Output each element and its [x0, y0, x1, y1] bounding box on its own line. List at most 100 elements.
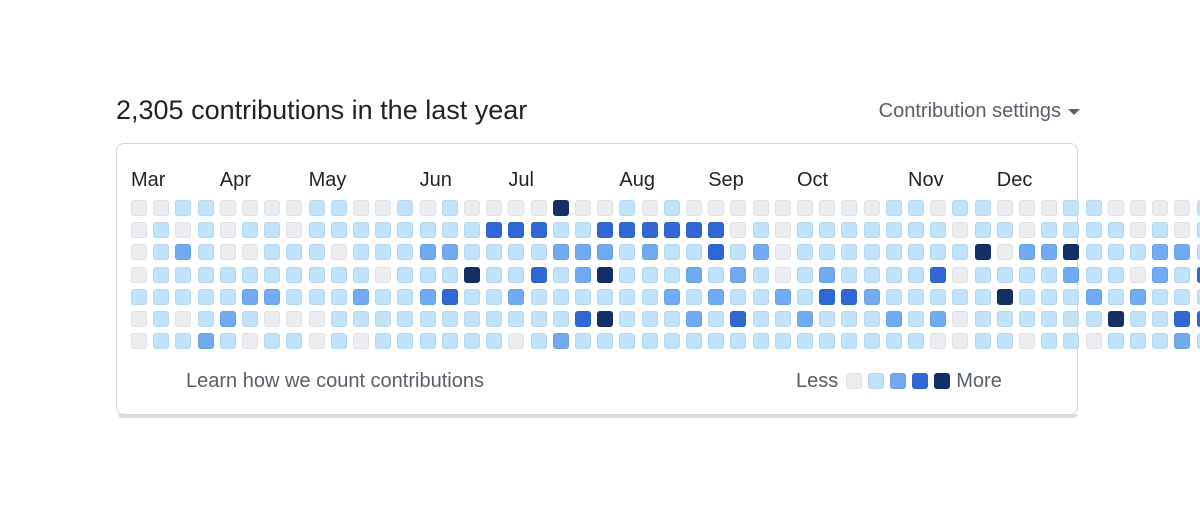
contribution-day-cell[interactable] — [952, 244, 969, 261]
contribution-day-cell[interactable] — [419, 244, 436, 261]
contribution-settings-button[interactable]: Contribution settings — [879, 97, 1080, 125]
contribution-day-cell[interactable] — [797, 333, 813, 350]
contribution-day-cell[interactable] — [530, 266, 547, 283]
contribution-day-cell[interactable] — [153, 288, 170, 305]
contribution-day-cell[interactable] — [1041, 311, 1058, 327]
contribution-day-cell[interactable] — [419, 311, 436, 327]
contribution-day-cell[interactable] — [619, 333, 636, 350]
contribution-day-cell[interactable] — [841, 266, 858, 283]
contribution-day-cell[interactable] — [1019, 311, 1035, 327]
contribution-day-cell[interactable] — [575, 200, 591, 216]
contribution-day-cell[interactable] — [242, 333, 258, 350]
contribution-day-cell[interactable] — [264, 311, 281, 327]
contribution-day-cell[interactable] — [1130, 222, 1146, 239]
contribution-day-cell[interactable] — [552, 244, 569, 261]
contribution-day-cell[interactable] — [819, 266, 836, 283]
contribution-day-cell[interactable] — [908, 266, 924, 283]
contribution-day-cell[interactable] — [486, 222, 503, 239]
contribution-day-cell[interactable] — [353, 311, 369, 327]
contribution-day-cell[interactable] — [197, 333, 214, 350]
contribution-day-cell[interactable] — [930, 288, 947, 305]
contribution-day-cell[interactable] — [1196, 266, 1200, 283]
contribution-day-cell[interactable] — [419, 266, 436, 283]
contribution-day-cell[interactable] — [419, 333, 436, 350]
contribution-day-cell[interactable] — [1196, 244, 1200, 261]
contribution-day-cell[interactable] — [952, 266, 969, 283]
contribution-day-cell[interactable] — [575, 222, 591, 239]
contribution-day-cell[interactable] — [885, 222, 902, 239]
contribution-day-cell[interactable] — [242, 266, 258, 283]
contribution-day-cell[interactable] — [375, 333, 392, 350]
contribution-day-cell[interactable] — [219, 244, 236, 261]
contribution-day-cell[interactable] — [464, 266, 480, 283]
contribution-day-cell[interactable] — [730, 311, 747, 327]
contribution-day-cell[interactable] — [508, 244, 525, 261]
contribution-day-cell[interactable] — [175, 311, 192, 327]
contribution-day-cell[interactable] — [175, 222, 192, 239]
contribution-day-cell[interactable] — [797, 266, 813, 283]
contribution-day-cell[interactable] — [175, 200, 192, 216]
contribution-day-cell[interactable] — [486, 333, 503, 350]
contribution-day-cell[interactable] — [1085, 288, 1102, 305]
contribution-day-cell[interactable] — [686, 266, 702, 283]
contribution-day-cell[interactable] — [752, 200, 769, 216]
contribution-day-cell[interactable] — [286, 222, 303, 239]
contribution-day-cell[interactable] — [153, 311, 170, 327]
contribution-day-cell[interactable] — [1085, 222, 1102, 239]
contribution-day-cell[interactable] — [819, 311, 836, 327]
contribution-day-cell[interactable] — [974, 222, 991, 239]
contribution-day-cell[interactable] — [330, 311, 347, 327]
contribution-day-cell[interactable] — [663, 266, 680, 283]
contribution-day-cell[interactable] — [286, 244, 303, 261]
contribution-day-cell[interactable] — [885, 200, 902, 216]
contribution-day-cell[interactable] — [530, 311, 547, 327]
contribution-day-cell[interactable] — [530, 333, 547, 350]
contribution-day-cell[interactable] — [774, 200, 791, 216]
contribution-day-cell[interactable] — [486, 200, 503, 216]
contribution-day-cell[interactable] — [686, 311, 702, 327]
contribution-day-cell[interactable] — [1063, 311, 1080, 327]
contribution-day-cell[interactable] — [619, 288, 636, 305]
contribution-day-cell[interactable] — [1063, 222, 1080, 239]
contribution-day-cell[interactable] — [441, 288, 458, 305]
contribution-day-cell[interactable] — [1196, 288, 1200, 305]
contribution-day-cell[interactable] — [930, 266, 947, 283]
contribution-day-cell[interactable] — [1107, 266, 1124, 283]
contribution-day-cell[interactable] — [508, 222, 525, 239]
contribution-day-cell[interactable] — [131, 333, 147, 350]
contribution-day-cell[interactable] — [819, 288, 836, 305]
contribution-day-cell[interactable] — [242, 244, 258, 261]
contribution-day-cell[interactable] — [641, 266, 658, 283]
contribution-day-cell[interactable] — [597, 311, 614, 327]
contribution-day-cell[interactable] — [885, 333, 902, 350]
contribution-day-cell[interactable] — [286, 200, 303, 216]
contribution-day-cell[interactable] — [1041, 244, 1058, 261]
contribution-day-cell[interactable] — [996, 311, 1013, 327]
contribution-day-cell[interactable] — [1174, 311, 1191, 327]
contribution-day-cell[interactable] — [1041, 288, 1058, 305]
contribution-day-cell[interactable] — [441, 222, 458, 239]
contribution-day-cell[interactable] — [464, 222, 480, 239]
contribution-day-cell[interactable] — [996, 333, 1013, 350]
contribution-day-cell[interactable] — [819, 200, 836, 216]
contribution-day-cell[interactable] — [353, 288, 369, 305]
contribution-day-cell[interactable] — [197, 311, 214, 327]
contribution-day-cell[interactable] — [219, 333, 236, 350]
contribution-day-cell[interactable] — [242, 222, 258, 239]
contribution-day-cell[interactable] — [464, 288, 480, 305]
contribution-day-cell[interactable] — [952, 311, 969, 327]
contribution-day-cell[interactable] — [552, 222, 569, 239]
contribution-day-cell[interactable] — [397, 333, 414, 350]
contribution-day-cell[interactable] — [419, 200, 436, 216]
contribution-day-cell[interactable] — [774, 311, 791, 327]
contribution-day-cell[interactable] — [708, 266, 725, 283]
contribution-day-cell[interactable] — [863, 200, 880, 216]
contribution-day-cell[interactable] — [1063, 244, 1080, 261]
contribution-day-cell[interactable] — [974, 244, 991, 261]
contribution-day-cell[interactable] — [264, 200, 281, 216]
contribution-day-cell[interactable] — [575, 244, 591, 261]
contribution-day-cell[interactable] — [353, 244, 369, 261]
contribution-day-cell[interactable] — [397, 288, 414, 305]
contribution-day-cell[interactable] — [686, 288, 702, 305]
contribution-day-cell[interactable] — [1085, 200, 1102, 216]
